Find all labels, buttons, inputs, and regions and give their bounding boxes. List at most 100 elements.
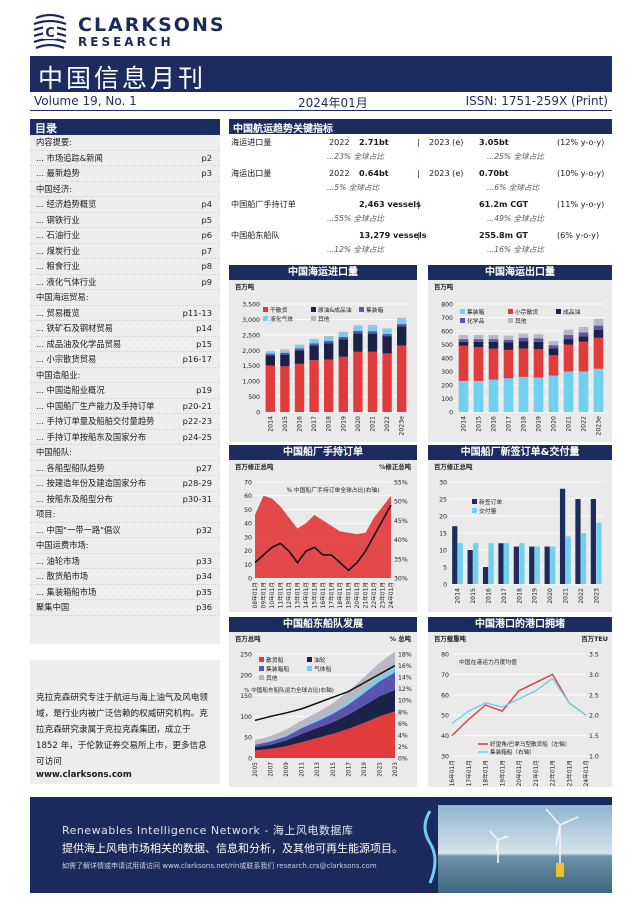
toc-row[interactable]: ... 钢铁行业 p5 bbox=[30, 213, 220, 228]
toc-row[interactable]: ... 手持订单量及船舶交付量趋势 p22-23 bbox=[30, 414, 220, 430]
bar-segment bbox=[309, 345, 319, 361]
toc-label: 中国运费市场: bbox=[36, 540, 89, 550]
y2-tick-label: 18% bbox=[398, 652, 412, 659]
toc-row[interactable]: ... 成品油及化学品贸易 p15 bbox=[30, 337, 220, 352]
x-tick-label: 09年01月 bbox=[260, 582, 268, 608]
toc-row[interactable]: ... 中国造船业概况 p19 bbox=[30, 383, 220, 399]
clarksons-c-icon: C bbox=[33, 14, 67, 50]
bar-segment bbox=[324, 343, 334, 360]
toc-label: ... 煤炭行业 bbox=[36, 245, 80, 256]
toc-row[interactable]: ... 市场追踪&新闻 p2 bbox=[30, 151, 220, 166]
bar-segment bbox=[563, 339, 574, 345]
bar bbox=[550, 546, 556, 584]
toc-row[interactable]: ... 手持订单按船东及国家分布 p24-25 bbox=[30, 430, 220, 445]
bar-segment bbox=[294, 345, 305, 349]
banner-contact: 如需了解详情或申请试用请访问 www.clarksons.net/rin或联系我… bbox=[62, 862, 377, 870]
bar-segment bbox=[324, 337, 334, 342]
toc-row[interactable]: 聚集中国 p36 bbox=[30, 600, 220, 616]
y2-tick-label: 50% bbox=[394, 499, 408, 506]
legend-swatch bbox=[263, 307, 268, 312]
toc-row[interactable]: ... 中国船厂生产能力及手持订单 p20-21 bbox=[30, 399, 220, 414]
bar-segment bbox=[338, 356, 348, 412]
y2-tick-label: 16% bbox=[398, 663, 412, 670]
bar-segment bbox=[382, 329, 392, 334]
bar-segment bbox=[593, 368, 604, 412]
toc-row[interactable]: ... 粮食行业 p8 bbox=[30, 259, 220, 275]
bar bbox=[580, 533, 587, 584]
toc-row[interactable]: ... 按建造年份及建造国家分布 p28-29 bbox=[30, 476, 220, 492]
toc-label: ... 中国"一带一路"倡议 bbox=[36, 524, 121, 535]
y-tick-label: 1,500 bbox=[242, 363, 260, 370]
toc-row[interactable]: ... 散货船市场 p34 bbox=[30, 569, 220, 585]
toc-row[interactable]: ... 最新趋势 p3 bbox=[30, 166, 220, 182]
bar-segment bbox=[280, 352, 290, 355]
y-tick-label: 10 bbox=[244, 562, 252, 569]
indicator-y2: 2023 (e) bbox=[429, 168, 464, 178]
bar-segment bbox=[548, 341, 559, 346]
y2-tick-label: 0% bbox=[398, 756, 408, 763]
toc-row[interactable]: ... 煤炭行业 p7 bbox=[30, 244, 220, 259]
website-link[interactable]: www.clarksons.com bbox=[36, 770, 132, 780]
indicator-chg: (11% y-o-y) bbox=[557, 199, 605, 209]
indicator-row: 海运出口量 2022 0.64bt 2023 (e) 0.70bt (10% y-o-y)… bbox=[229, 165, 612, 181]
bar bbox=[488, 543, 494, 584]
legend-swatch bbox=[311, 316, 316, 321]
toc-row[interactable]: ... 经济趋势概览 p4 bbox=[30, 197, 220, 213]
bar-segment bbox=[488, 341, 499, 349]
x-tick-label: 2018 bbox=[326, 416, 333, 432]
y-tick-label: 70 bbox=[441, 672, 449, 679]
bar-segment bbox=[593, 337, 604, 369]
indicator-y1: 2022 bbox=[329, 137, 350, 147]
indicator-share: ...6% 全球占比 bbox=[487, 183, 540, 192]
toc-row[interactable]: ... 按船东及船型分布 p30-31 bbox=[30, 492, 220, 507]
toc-page: p22-23 bbox=[182, 416, 212, 426]
bar-segment bbox=[578, 371, 589, 412]
legend-swatch bbox=[508, 318, 513, 323]
toc-row[interactable]: ... 油轮市场 p33 bbox=[30, 554, 220, 569]
indicator-share: ...5% 全球占比 bbox=[327, 183, 380, 192]
bar-segment bbox=[265, 365, 275, 412]
toc-row[interactable]: ... 液化气体行业 p9 bbox=[30, 275, 220, 290]
y-tick-label: 3,000 bbox=[242, 317, 260, 324]
bar-segment bbox=[533, 341, 544, 350]
bar-segment bbox=[578, 336, 589, 342]
unit-label-left: 百万修正总吨 bbox=[235, 462, 274, 471]
toc-page: p34 bbox=[196, 571, 212, 581]
bar-segment bbox=[397, 345, 407, 412]
toc-row[interactable]: ... 集装箱船市场 p35 bbox=[30, 585, 220, 600]
svg-text:C: C bbox=[45, 26, 55, 41]
indicator-divider: | bbox=[417, 230, 420, 240]
contracts-title: 中国船厂新签订单&交付量 bbox=[428, 445, 612, 460]
y-tick-label: 20 bbox=[439, 514, 447, 521]
x-tick-label: 16年01月 bbox=[319, 582, 327, 608]
banner-subtitle: 提供海上风电市场相关的数据、信息和分析，及其他可再生能源项目。 bbox=[62, 842, 403, 855]
bar-segment bbox=[518, 341, 529, 349]
toc-row[interactable]: ... 小宗散货贸易 p16-17 bbox=[30, 352, 220, 368]
y-tick-label: 1,000 bbox=[242, 379, 260, 386]
bar-segment bbox=[503, 342, 514, 350]
bar-segment bbox=[382, 333, 392, 337]
toc-label: 中国造船业: bbox=[36, 369, 81, 380]
toc-row[interactable]: ... 铁矿石及钢材贸易 p14 bbox=[30, 321, 220, 337]
toc-label: ... 贸易概览 bbox=[36, 307, 80, 318]
indicator-label: 中国船厂手持订单 bbox=[231, 199, 296, 209]
indicator-y1: 2022 bbox=[329, 168, 350, 178]
toc-row[interactable]: ... 贸易概览 p11-13 bbox=[30, 306, 220, 321]
y2-tick-label: 55% bbox=[394, 480, 408, 487]
toc-row[interactable]: ... 石油行业 p6 bbox=[30, 228, 220, 244]
indicator-row: 海运进口量 2022 2.71bt 2023 (e) 3.05bt (12% y-o-y)… bbox=[229, 134, 612, 150]
toc-label: 聚集中国 bbox=[36, 602, 70, 612]
toc-page: p9 bbox=[201, 276, 212, 287]
toc-row[interactable]: ... 各船型船队趋势 p27 bbox=[30, 461, 220, 476]
y2-tick-label: 14% bbox=[398, 675, 412, 682]
x-tick-label: 2019 bbox=[362, 762, 368, 777]
rin-banner[interactable]: Renewables Intelligence Network - 海上风电数据… bbox=[30, 797, 612, 893]
x-tick-label: 2015 bbox=[331, 762, 337, 777]
toc-row[interactable]: ... 中国"一带一路"倡议 p32 bbox=[30, 523, 220, 538]
y-tick-label: 2,000 bbox=[242, 348, 260, 355]
page-title: 中国信息月刊 bbox=[38, 64, 207, 93]
bar bbox=[590, 499, 596, 584]
y-tick-label: 500 bbox=[441, 342, 453, 349]
toc-label: ... 中国造船业概况 bbox=[36, 385, 105, 395]
x-tick-label: 24年01月 bbox=[582, 760, 590, 786]
